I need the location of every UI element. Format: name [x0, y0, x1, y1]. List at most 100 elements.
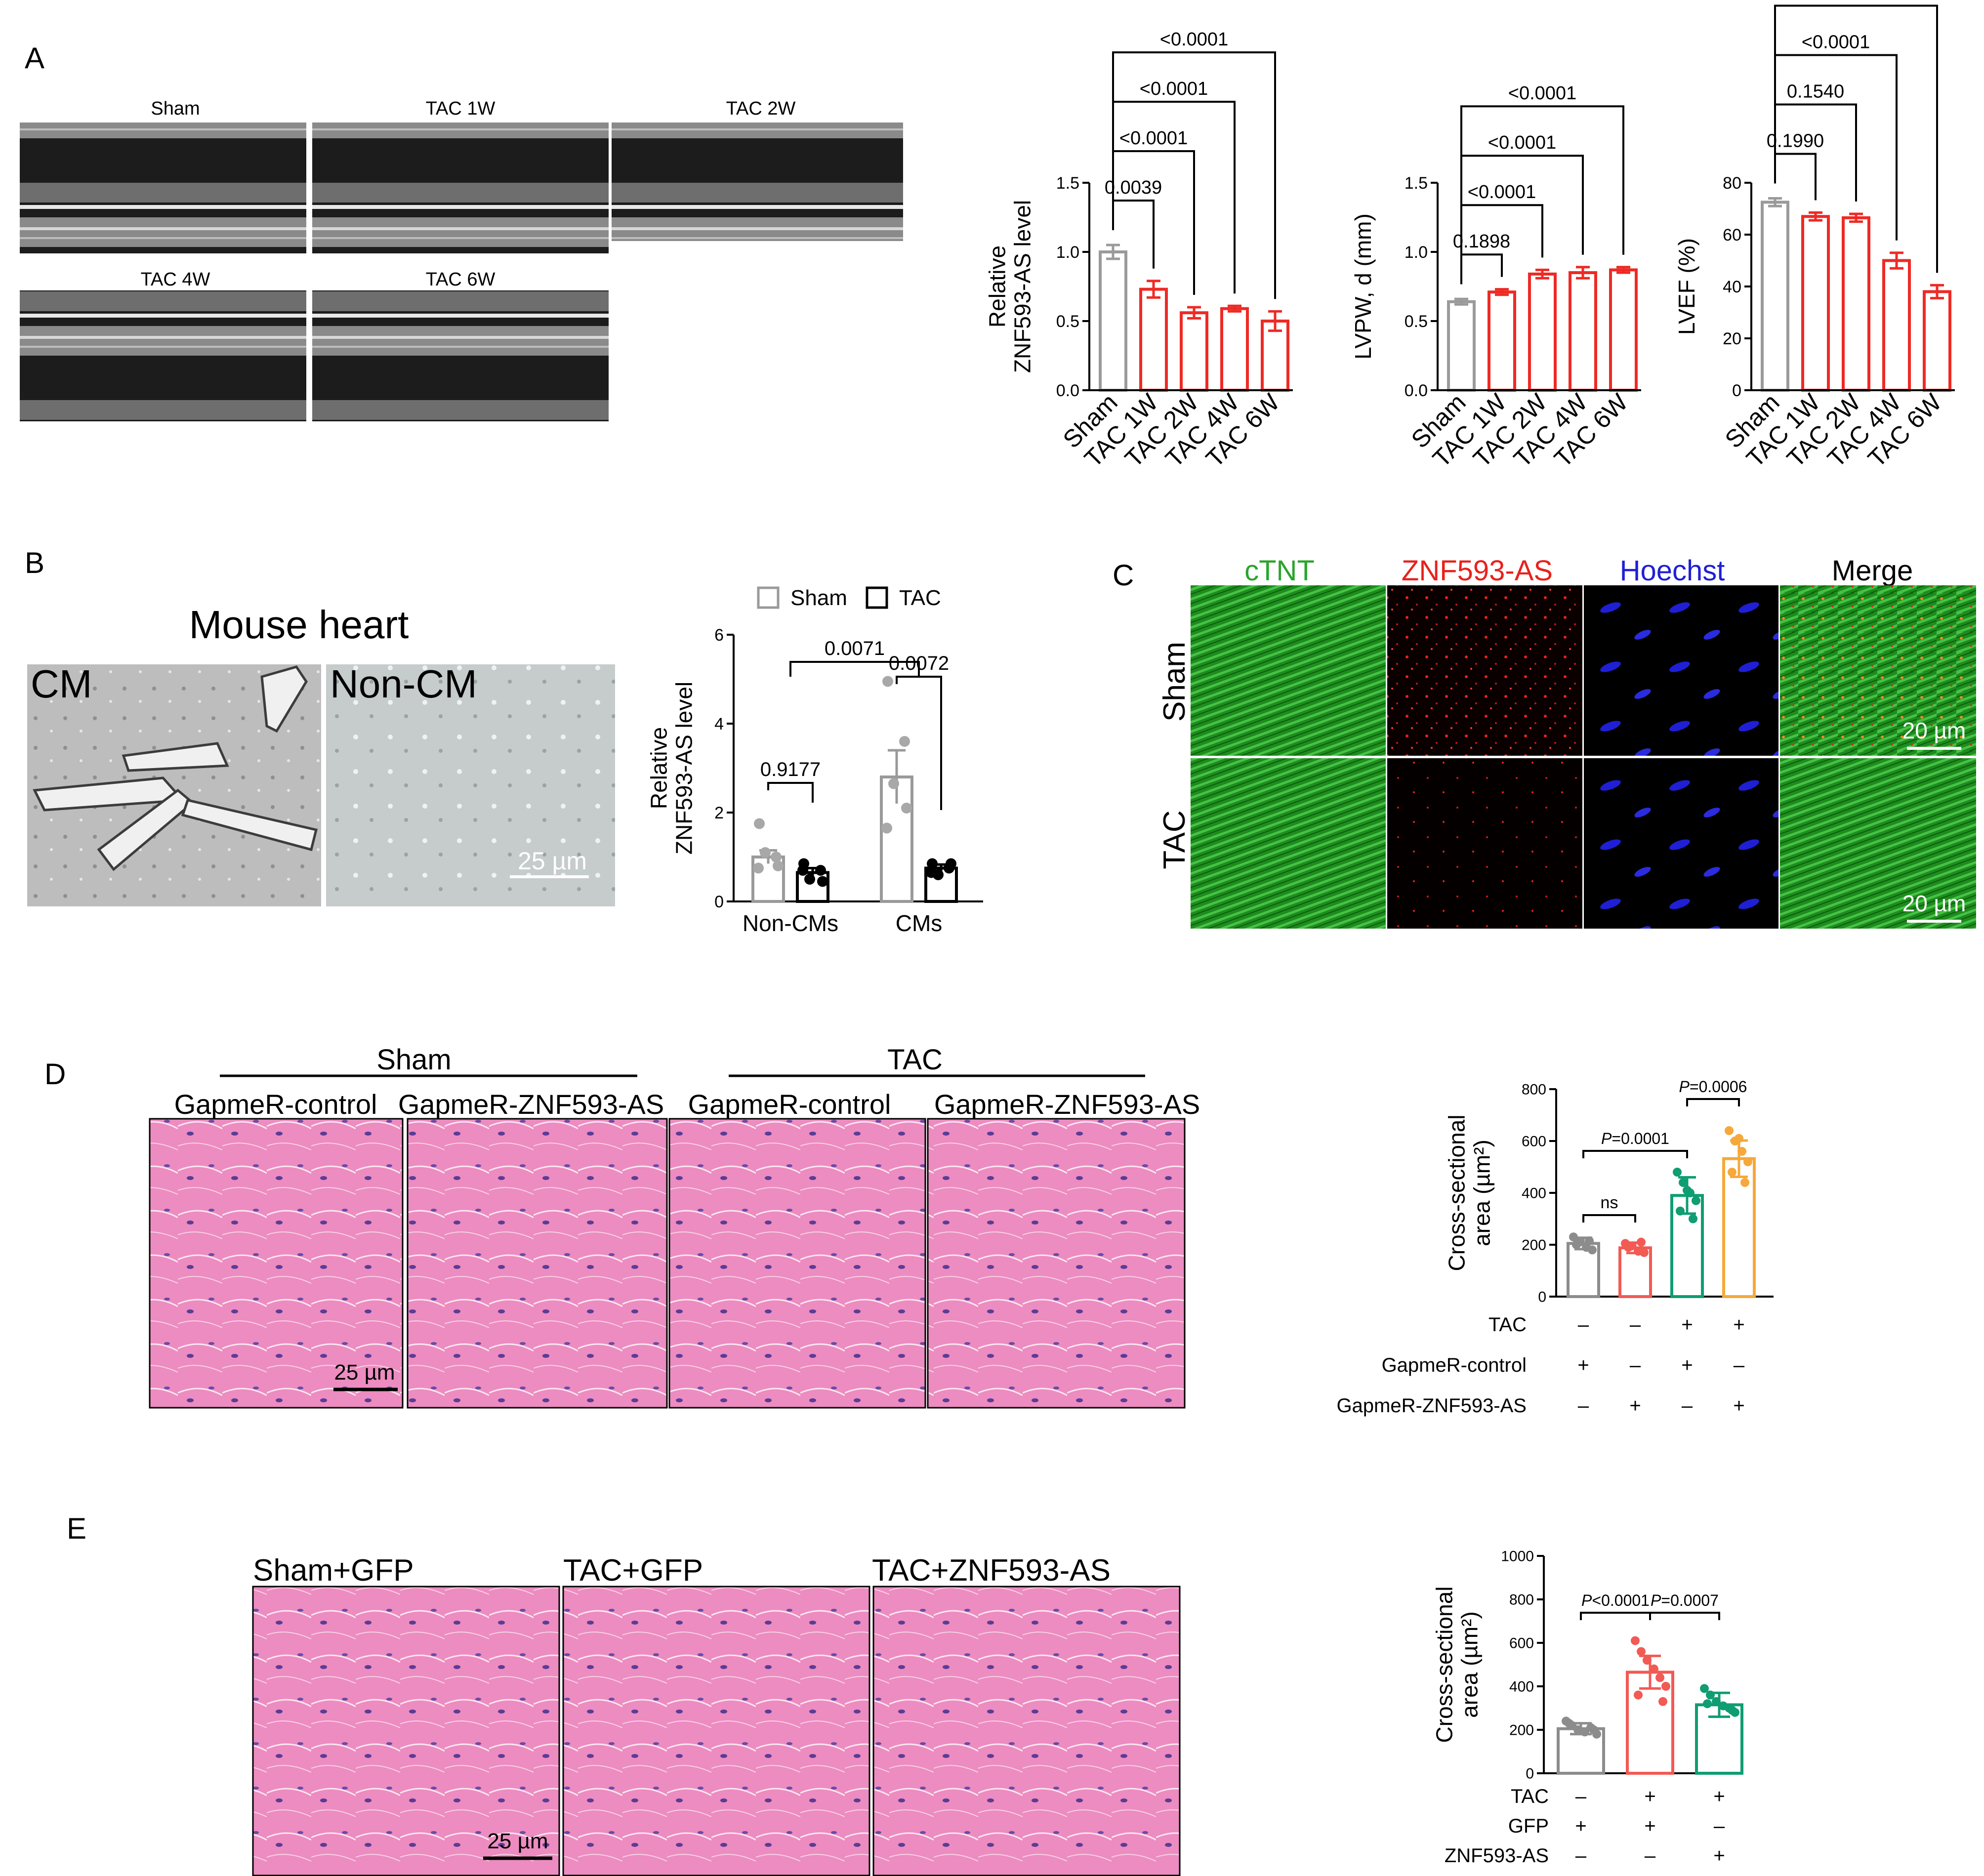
row-label-sham: Sham: [1157, 642, 1192, 722]
data-point: [771, 852, 782, 862]
echo-label-sham: Sham: [151, 98, 200, 119]
table-sign: +: [1644, 1786, 1655, 1807]
data-point: [754, 818, 765, 829]
bar: [1923, 290, 1951, 392]
comparison-bracket: [1649, 1612, 1720, 1620]
table-sign: +: [1575, 1815, 1586, 1837]
p-value-label: 0.0071: [825, 638, 885, 659]
echo-label-tac6w: TAC 6W: [426, 269, 496, 290]
c-sham-znf: [1387, 585, 1582, 756]
c-tac-znf: [1387, 758, 1582, 929]
legend-label-sham: Sham: [790, 586, 847, 610]
data-point: [797, 865, 808, 876]
p-value-label: 0.9177: [760, 759, 821, 780]
d-he-4: [927, 1118, 1186, 1409]
table-sign: +: [1713, 1786, 1725, 1807]
panel-e-images: Sham+GFP TAC+GFP TAC+ZNF593-AS 25 µm: [252, 1553, 1181, 1876]
panel-letter-a: A: [25, 41, 44, 75]
y-axis-label: LVEF (%): [1674, 238, 1699, 335]
cm-cells: [33, 665, 318, 871]
bar: [1139, 287, 1168, 392]
echo-image-tac4w: [20, 290, 306, 421]
chart-e-cross-sectional: 0 200 400 600 800 1000 Cross-sectionalarea (µm…: [1432, 1549, 1743, 1867]
comparison-bracket: [1460, 155, 1584, 285]
p-value-label: 0.0039: [1105, 177, 1162, 198]
non-cm-image: [326, 664, 615, 906]
data-point: [1637, 1647, 1646, 1656]
y-tick-label: 1000: [1501, 1549, 1534, 1565]
p-value: =0.0007: [1661, 1591, 1719, 1609]
y-tick-label: 800: [1522, 1082, 1546, 1098]
y-axis-label: Cross-sectionalarea (µm²): [1432, 1587, 1483, 1743]
p-value-label: <0.0001: [1468, 182, 1536, 203]
p-value-label: 0.1540: [1787, 82, 1844, 102]
comparison-bracket: [1582, 1150, 1688, 1158]
y-axis-label-line: Cross-sectional: [1432, 1587, 1457, 1743]
data-point: [881, 822, 892, 834]
e-label-1: Sham+GFP: [253, 1553, 414, 1588]
comparison-bracket: [1460, 105, 1624, 285]
legend-swatch-sham: [757, 586, 780, 609]
p-value: <0.0001: [1592, 1591, 1650, 1609]
p-value-label: P<0.0001: [1581, 1591, 1650, 1609]
comparison-bracket: [767, 782, 814, 803]
scale-bar-e-label: 25 µm: [487, 1829, 548, 1853]
y-axis-label: LVPW, d (mm): [1350, 213, 1376, 360]
bar: [1528, 272, 1557, 392]
data-point: [1737, 1147, 1746, 1156]
y-tick-label: 40: [1723, 278, 1741, 296]
x-tick-label: CMs: [896, 910, 943, 936]
non-cm-label: Non-CM: [330, 662, 477, 706]
p-value-label: P=0.0001: [1601, 1130, 1669, 1147]
comparison-bracket: [1112, 51, 1276, 299]
data-point: [1676, 1206, 1685, 1216]
y-tick-label: 0: [714, 893, 724, 911]
data-point: [1740, 1178, 1749, 1187]
bar: [1761, 201, 1789, 392]
bar: [1569, 271, 1597, 392]
d-sub-2: GapmeR-ZNF593-AS: [398, 1089, 664, 1120]
data-point: [1735, 1134, 1743, 1143]
panel-b-images: Mouse heart CM Non-CM 25 µm: [27, 603, 615, 906]
data-point: [1673, 1168, 1682, 1177]
y-tick-label: 1.0: [1405, 243, 1428, 262]
table-sign: +: [1644, 1815, 1655, 1837]
data-point: [1624, 1243, 1633, 1252]
table-row-label: GapmeR-control: [1382, 1354, 1527, 1376]
y-tick-label: 1.5: [1056, 174, 1079, 193]
table-sign: +: [1577, 1354, 1589, 1376]
p-value-label: <0.0001: [1822, 0, 1890, 3]
bar: [1180, 311, 1208, 392]
panel-letter-d: D: [44, 1058, 66, 1091]
comparison-bracket: [789, 661, 920, 677]
y-axis-label: RelativeZNF593-AS level: [985, 200, 1035, 373]
comparison-bracket: [1774, 153, 1817, 201]
echo-image-sham: [20, 122, 306, 253]
y-tick-label: 0: [1732, 381, 1741, 400]
echo-label-tac4w: TAC 4W: [141, 269, 210, 290]
y-tick-label: 0.5: [1405, 312, 1428, 331]
d-he-3: [668, 1118, 926, 1409]
data-point: [1637, 1237, 1646, 1247]
table-sign: +: [1733, 1314, 1744, 1336]
table-row-label: TAC: [1511, 1786, 1549, 1807]
table-sign: –: [1734, 1354, 1745, 1376]
p-value-label: <0.0001: [1508, 83, 1576, 104]
e-label-2: TAC+GFP: [563, 1553, 703, 1588]
y-tick-label: 600: [1522, 1134, 1546, 1150]
y-axis-label-line: LVEF (%): [1674, 238, 1699, 335]
y-tick-label: 200: [1522, 1237, 1546, 1254]
panel-letter-b: B: [25, 546, 44, 579]
y-tick-label: 60: [1723, 226, 1741, 245]
scale-bar-d-label: 25 µm: [334, 1360, 395, 1385]
comparison-bracket: [1774, 4, 1938, 273]
data-point: [1661, 1682, 1670, 1691]
data-point: [1725, 1126, 1734, 1135]
table-sign: –: [1630, 1314, 1641, 1336]
y-tick-label: 1.5: [1405, 174, 1428, 193]
y-axis-label-line: Cross-sectional: [1444, 1115, 1470, 1271]
